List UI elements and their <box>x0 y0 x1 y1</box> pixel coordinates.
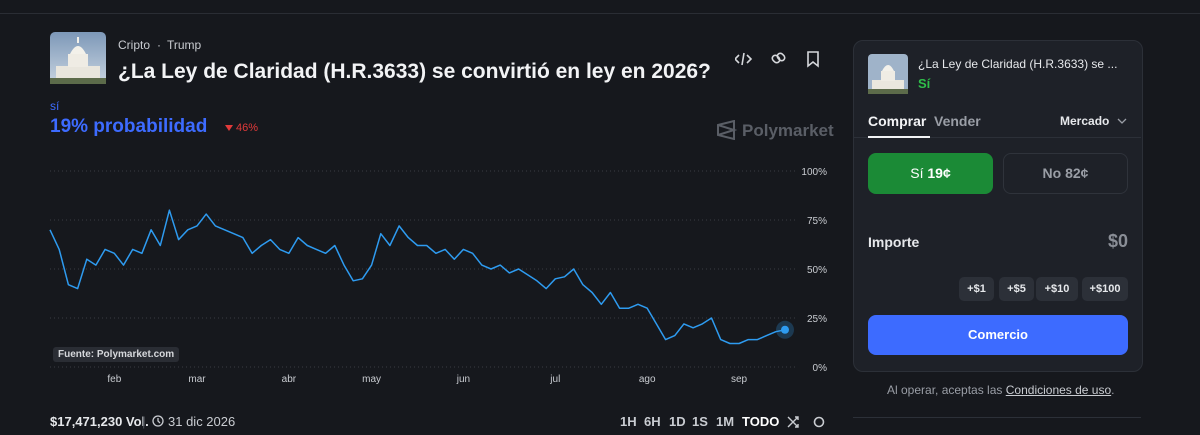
brand-name: Polymarket <box>742 121 834 140</box>
x-tick-label: ago <box>639 374 656 385</box>
amount-label: Importe <box>868 234 920 250</box>
tab-divider <box>854 137 1141 138</box>
range-button[interactable]: 1H <box>620 414 637 429</box>
panel-bottom-divider <box>853 417 1141 418</box>
y-tick-label: 50% <box>807 265 827 276</box>
top-divider <box>0 13 1200 14</box>
x-tick-label: sep <box>731 374 748 385</box>
outcome-label: sí <box>50 99 60 113</box>
x-tick-label: may <box>362 374 381 385</box>
buy-no-button[interactable]: No 82¢ <box>1003 153 1128 194</box>
price-line <box>49 209 786 345</box>
yes-price: 19¢ <box>927 165 951 181</box>
settings-icon[interactable] <box>813 416 825 428</box>
header-actions <box>735 51 819 68</box>
increment-button[interactable]: +$100 <box>1082 277 1128 301</box>
probability-change: 46% <box>236 122 259 134</box>
tab-sell[interactable]: Vender <box>934 113 981 129</box>
current-point <box>781 325 789 334</box>
increment-button[interactable]: +$5 <box>999 277 1034 301</box>
submit-button[interactable]: Comercio <box>868 315 1128 355</box>
buy-yes-button[interactable]: Sí 19¢ <box>868 153 993 194</box>
terms-prefix: Al operar, aceptas las <box>887 383 1003 397</box>
range-button[interactable]: TODO <box>742 414 780 429</box>
range-button[interactable]: 1M <box>716 414 735 429</box>
chart-tools <box>787 416 825 428</box>
terms-suffix: . <box>1111 383 1115 397</box>
y-tick-label: 25% <box>807 314 827 325</box>
x-tick-label: jun <box>456 374 470 385</box>
shuffle-icon[interactable] <box>787 416 799 428</box>
panel-market-image <box>868 54 908 94</box>
dropdown-caret <box>1117 118 1127 124</box>
x-tick-label: jul <box>549 374 560 385</box>
brand-logo <box>717 120 738 140</box>
market-title: ¿La Ley de Claridad (H.R.3633) se convir… <box>118 60 711 83</box>
y-tick-label: 0% <box>813 363 828 374</box>
x-tick-label: mar <box>188 374 206 385</box>
y-tick-label: 75% <box>807 216 827 227</box>
end-date: 31 dic 2026 <box>168 414 236 429</box>
amount-value[interactable]: $0 <box>1107 231 1128 251</box>
change-arrow <box>225 125 233 131</box>
tab-underline <box>868 136 930 138</box>
order-type[interactable]: Mercado <box>1060 114 1110 128</box>
link-icon[interactable] <box>771 52 786 64</box>
market-tag[interactable]: Trump <box>167 38 202 52</box>
y-tick-label: 100% <box>801 167 827 178</box>
range-button[interactable]: 1D <box>669 414 686 429</box>
tab-buy[interactable]: Comprar <box>868 113 927 129</box>
increment-button[interactable]: +$1 <box>959 277 994 301</box>
increment-button[interactable]: +$10 <box>1036 277 1078 301</box>
x-tick-label: feb <box>107 374 121 385</box>
clock-icon <box>152 415 164 427</box>
probability: 19% probabilidad <box>50 116 208 137</box>
market-category[interactable]: Cripto <box>118 38 151 52</box>
terms-text: Al operar, aceptas las Condiciones de us… <box>887 383 1115 397</box>
volume: $17,471,230 Vol. <box>50 414 149 429</box>
panel-outcome: Sí <box>918 76 931 91</box>
panel-title: ¿La Ley de Claridad (H.R.3633) se ... <box>918 57 1118 71</box>
chart: 0% 25% 50% 75% 100% feb mar abr may jun jul ago sep <box>49 167 828 385</box>
range-button[interactable]: 1S <box>692 414 708 429</box>
x-tick-label: abr <box>282 374 297 385</box>
separator-dot: · <box>157 38 161 52</box>
bookmark-icon[interactable] <box>807 51 819 68</box>
embed-icon[interactable] <box>735 52 753 66</box>
market-image <box>50 32 106 84</box>
range-button[interactable]: 6H <box>644 414 661 429</box>
footer-separator: | <box>142 414 146 429</box>
terms-link[interactable]: Condiciones de uso <box>1005 383 1112 397</box>
chart-source: Fuente: Polymarket.com <box>53 347 180 362</box>
yes-label: Sí <box>910 165 924 181</box>
